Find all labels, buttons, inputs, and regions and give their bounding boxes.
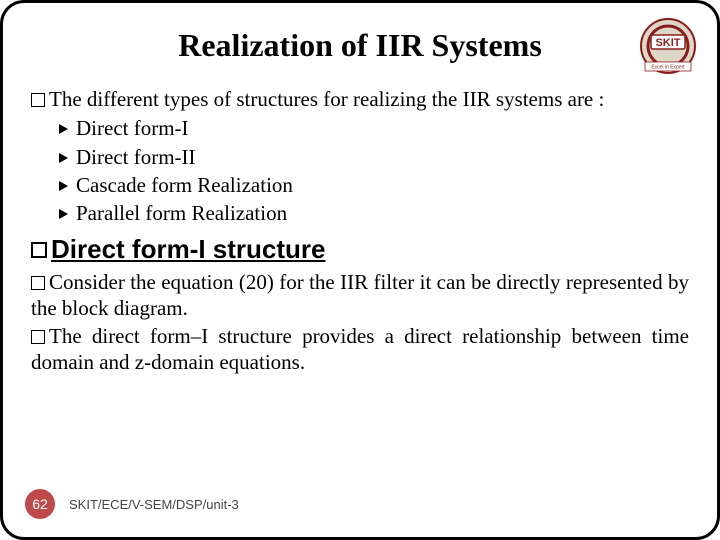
page-number: 62 <box>25 489 55 519</box>
list-item: Direct form-I <box>59 114 689 142</box>
list-item-label: Direct form-II <box>76 145 196 169</box>
logo-text-bottom: Excel in Expert <box>651 65 685 71</box>
intro-text: The different types of structures for re… <box>49 87 604 111</box>
square-bullet-icon <box>31 276 45 290</box>
list-item-label: Cascade form Realization <box>76 173 293 197</box>
paragraph-text: Consider the equation (20) for the IIR f… <box>31 270 689 320</box>
chevron-icon <box>59 209 68 219</box>
structure-list: Direct form-I Direct form-II Cascade for… <box>59 114 689 227</box>
list-item-label: Parallel form Realization <box>76 201 287 225</box>
chevron-icon <box>59 124 68 134</box>
list-item: Parallel form Realization <box>59 199 689 227</box>
list-item: Direct form-II <box>59 143 689 171</box>
square-bullet-icon <box>31 242 47 258</box>
list-item: Cascade form Realization <box>59 171 689 199</box>
paragraph-text: The direct form–I structure provides a d… <box>31 324 689 374</box>
paragraph: The direct form–I structure provides a d… <box>31 323 689 376</box>
slide-title: Realization of IIR Systems <box>31 27 689 64</box>
list-item-label: Direct form-I <box>76 116 189 140</box>
institution-logo: SKIT Excel in Expert <box>639 17 697 75</box>
chevron-icon <box>59 153 68 163</box>
slide-footer: 62 SKIT/ECE/V-SEM/DSP/unit-3 <box>25 489 239 519</box>
square-bullet-icon <box>31 330 45 344</box>
section-heading: Direct form-I structure <box>31 234 689 265</box>
chevron-icon <box>59 181 68 191</box>
paragraph: Consider the equation (20) for the IIR f… <box>31 269 689 322</box>
intro-line: The different types of structures for re… <box>31 86 689 112</box>
footer-text: SKIT/ECE/V-SEM/DSP/unit-3 <box>69 497 239 512</box>
logo-text-top: SKIT <box>655 37 680 49</box>
section-heading-text: Direct form-I structure <box>51 234 326 264</box>
square-bullet-icon <box>31 93 45 107</box>
